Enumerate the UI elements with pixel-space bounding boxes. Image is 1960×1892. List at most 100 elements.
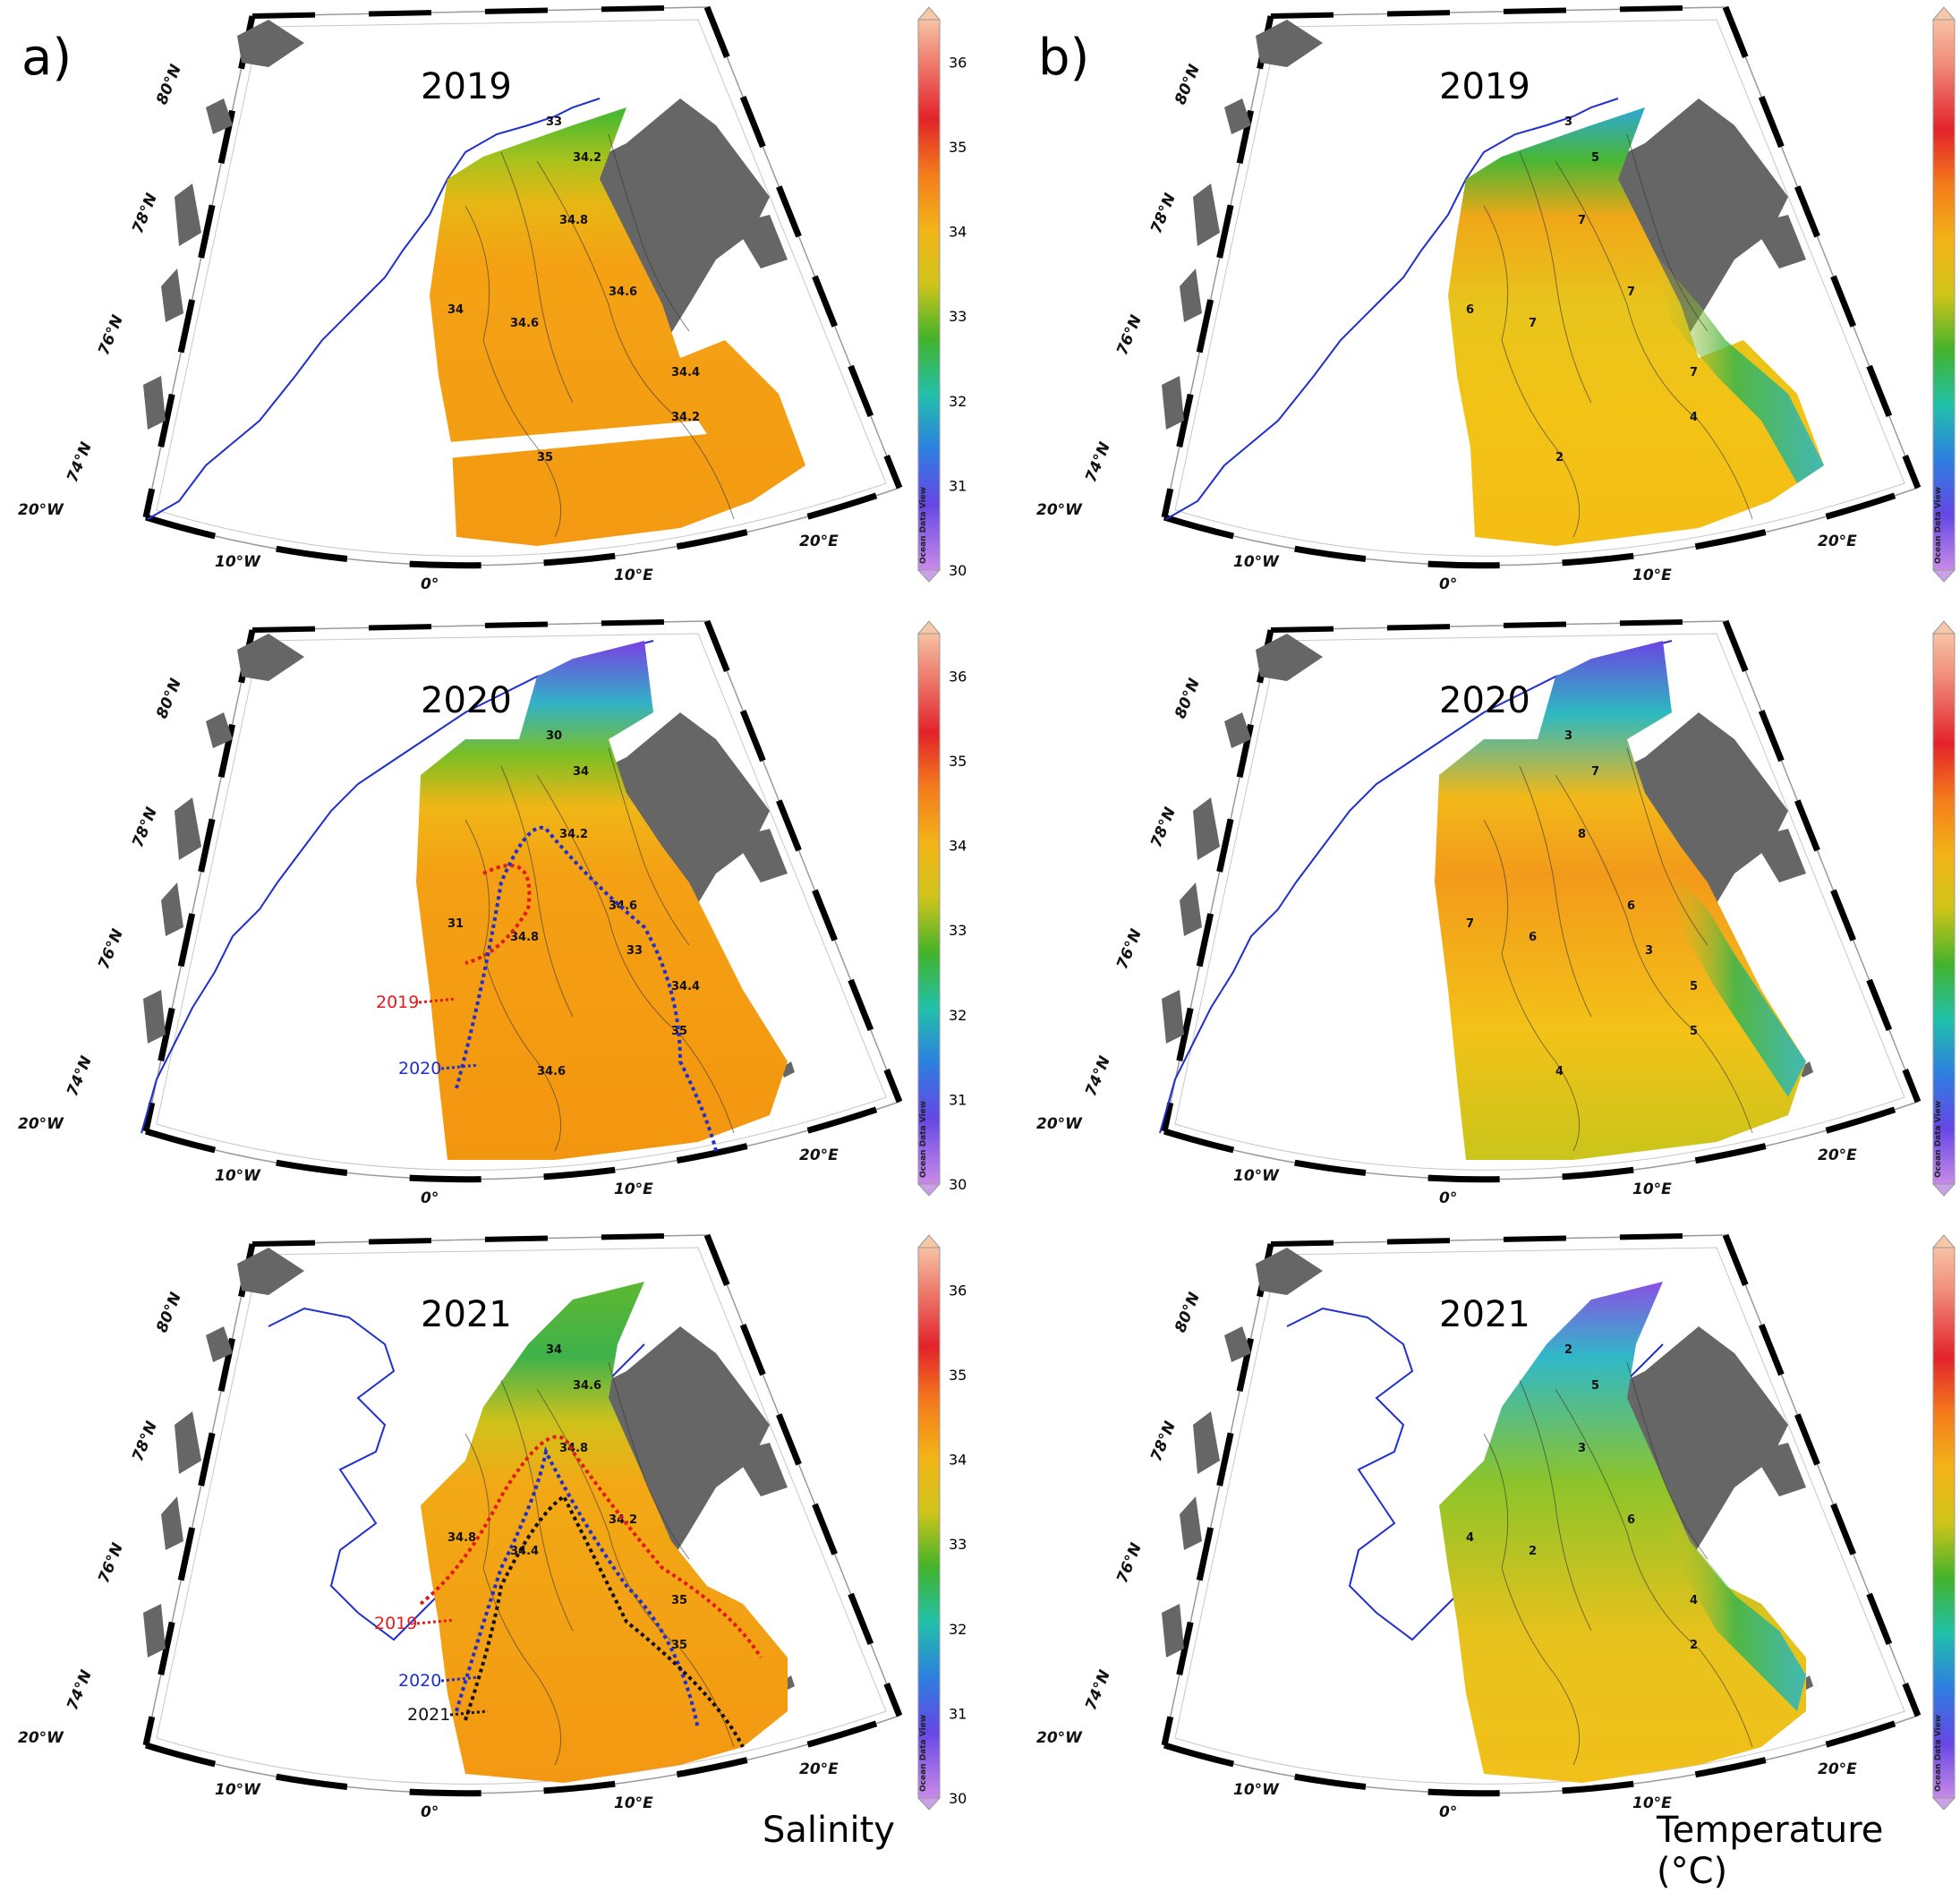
lon-label: 10°W [215,1167,261,1185]
contour-label: 34 [546,1343,562,1357]
salinity-colorbar: 36 35 34 33 32 31 30 Ocean Data View [916,6,967,583]
colorbar-tick: 30 [949,1176,967,1193]
lon-label: 20°E [1818,1760,1857,1778]
contour-label: 2 [1555,451,1564,464]
legend-entry: 2021 [407,1705,450,1725]
contour-label: 6 [1529,931,1537,944]
lon-label: 10°E [614,1180,653,1198]
colorbar-tick: 31 [949,1705,967,1722]
contour-label: 35 [671,1639,687,1652]
lon-label: 10°E [614,1794,653,1812]
contour-label: 35 [537,451,553,464]
greenland-land [1162,634,1323,1044]
ice-edge-line [1165,98,1619,520]
colorbar-tick: 34 [949,1452,967,1469]
contour-label: 34 [447,303,464,317]
contour-label: 34.6 [609,286,637,299]
lat-label: 74°N [1082,1667,1114,1713]
map-border-ticks [1161,4,1922,569]
contour-label: 6 [1627,899,1635,913]
odv-watermark: Ocean Data View [1934,487,1943,564]
lat-label: 78°N [1147,1419,1180,1464]
lon-label: 10°E [1632,1794,1672,1812]
contour-lines [1483,747,1753,1152]
year-label: 2020 [1439,680,1530,721]
ice-edge-line [141,640,654,1134]
contour-label: 34.4 [671,980,700,993]
contour-label: 34.4 [510,1545,539,1558]
contour-lines [1483,1361,1753,1766]
contour-label: 5 [1690,980,1698,993]
colorbar-tick: 33 [949,922,967,939]
map-border-ticks [142,1232,903,1797]
colorbar-tick: 31 [949,1091,967,1108]
contour-label: 30 [546,729,562,743]
lat-label: 76°N [1113,1540,1146,1586]
contour-label: 35 [671,1594,687,1607]
contour-label: 4 [1690,1594,1698,1607]
colorbar-tick: 35 [949,139,967,156]
salinity-colorbar: 36 35 34 33 32 31 30 Ocean Data View [916,620,967,1197]
lat-label: 80°N [1172,62,1204,107]
colorbar-tick: 30 [949,562,967,579]
contour-label: 35 [671,1025,687,1038]
ice-edge-line [1159,640,1673,1134]
map-temperature-2020: 2020 80°N 78°N 76°N 74°N 20°W 10°W 0° 10°E 20°E 3 7… [1036,618,1956,1207]
lon-label: 10°E [614,567,653,584]
map-border-ticks [142,618,903,1183]
map-salinity-2020: 2020 80°N 78°N 76°N 74°N20°W 10°W 0° 10°E 20°E 30… [18,618,967,1207]
colorbar-tick: 36 [949,668,967,685]
lat-label: 78°N [129,805,161,850]
year-label: 2019 [421,66,512,107]
contour-label: 8 [1578,828,1586,841]
map-border-ticks [142,4,903,569]
year-label: 2021 [421,1294,512,1335]
temperature-colorbar: 1086420Ocean Data View [1931,1234,1956,1811]
odv-watermark: Ocean Data View [919,1715,928,1792]
lon-label: 10°W [215,1781,261,1799]
legend-line [440,1675,480,1683]
colorbar-tick: 30 [949,1790,967,1807]
legend-entry: 2020 [398,1059,441,1078]
lon-label: 10°W [1233,1167,1280,1185]
contour-label: 5 [1591,1379,1599,1393]
lon-label: 20°W [1036,1115,1083,1133]
map-salinity-2019: 2019 80°N 78°N 76°N 74°N20°W 10°W 0° 10°E 20°E 33… [18,4,967,593]
lat-label: 78°N [1147,805,1180,850]
contour-lines [464,133,735,538]
map-salinity-2021: 2021 80°N 78°N 76°N 74°N20°W 10°W 0° 10°E 20°E 34… [18,1232,967,1821]
contour-label: 5 [1690,1025,1698,1038]
contour-label: 33 [546,115,562,129]
salinity-field [421,1282,788,1783]
contour-label: 33 [626,944,643,958]
lon-label: 20°W [18,501,64,519]
lon-label: 20°E [799,1760,839,1778]
contour-label: 7 [1690,366,1698,379]
lon-label: 20°E [799,1146,839,1164]
contour-label: 7 [1591,765,1599,779]
contour-label: 34.4 [671,366,700,379]
contour-label: 2 [1529,1545,1537,1558]
odv-watermark: Ocean Data View [919,487,928,564]
temperature-colorbar: 1086420Ocean Data View [1931,6,1956,583]
lon-label: 20°E [799,533,839,550]
contour-label: 4 [1690,411,1698,424]
contour-lines [1483,133,1753,538]
lat-label: 80°N [1172,1290,1204,1335]
map-frame-inner [1174,19,1905,557]
lat-label: 74°N [64,1053,96,1099]
contour-label: 31 [447,917,464,931]
contour-label: 6 [1466,303,1474,317]
year-label: 2021 [1439,1294,1530,1335]
legend-line [440,1063,480,1070]
year-label: 2019 [1439,66,1530,107]
odv-watermark: Ocean Data View [1934,1715,1943,1792]
colorbar-tick: 35 [949,1367,967,1384]
lon-label: 10°E [1632,567,1672,584]
colorbar-tick: 36 [949,1282,967,1299]
colorbar-tick: 33 [949,308,967,325]
contour-label: 7 [1466,917,1474,931]
contour-label: 4 [1466,1531,1474,1545]
colorbar-tick: 33 [949,1536,967,1553]
